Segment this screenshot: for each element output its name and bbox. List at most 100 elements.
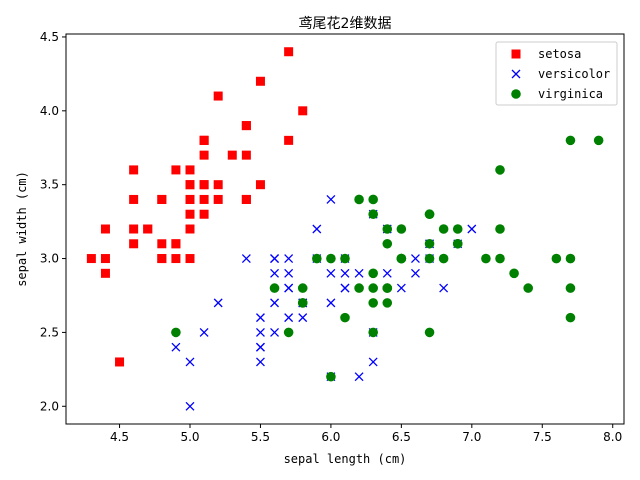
legend-label-virginica: virginica — [538, 87, 603, 101]
data-point-versicolor — [298, 313, 308, 323]
data-point-versicolor — [284, 283, 294, 293]
y-tick-label: 2.5 — [40, 325, 59, 339]
x-axis-label: sepal length (cm) — [284, 452, 407, 466]
data-point-virginica — [424, 209, 435, 220]
data-point-setosa — [227, 150, 237, 160]
y-axis-label: sepal width (cm) — [15, 171, 29, 287]
data-point-virginica — [382, 283, 393, 293]
data-point-setosa — [284, 47, 294, 57]
data-point-setosa — [157, 254, 167, 264]
plot-area — [86, 47, 604, 411]
data-point-versicolor — [326, 194, 336, 204]
data-point-virginica — [438, 253, 449, 264]
data-point-setosa — [241, 121, 251, 131]
data-point-versicolor — [284, 254, 294, 264]
data-point-versicolor — [171, 342, 181, 352]
y-tick-label: 4.5 — [40, 30, 59, 44]
x-tick-label: 6.5 — [392, 430, 411, 444]
data-point-virginica — [438, 224, 449, 234]
legend: setosa versicolor virginica — [495, 41, 618, 106]
data-point-virginica — [368, 283, 378, 293]
data-point-virginica — [452, 238, 463, 249]
data-point-setosa — [199, 180, 209, 190]
data-point-setosa — [171, 239, 181, 249]
data-point-setosa — [100, 254, 110, 264]
data-point-setosa — [199, 150, 209, 160]
data-point-versicolor — [213, 298, 223, 308]
data-point-versicolor — [255, 313, 265, 323]
axes-frame — [65, 33, 625, 425]
data-point-versicolor — [410, 268, 420, 278]
data-point-versicolor — [199, 327, 209, 337]
legend-marker-setosa — [511, 49, 521, 59]
data-point-versicolor — [270, 327, 280, 337]
data-point-virginica — [382, 224, 393, 234]
data-point-virginica — [382, 238, 393, 249]
data-point-setosa — [86, 254, 96, 264]
data-point-versicolor — [270, 298, 280, 308]
data-point-setosa — [100, 268, 110, 278]
data-point-versicolor — [185, 357, 195, 367]
data-point-versicolor — [185, 401, 195, 411]
data-point-virginica — [283, 327, 294, 338]
data-point-versicolor — [255, 342, 265, 352]
data-point-virginica — [354, 194, 364, 205]
data-point-setosa — [129, 194, 139, 204]
data-point-virginica — [565, 283, 576, 293]
data-point-virginica — [312, 253, 322, 264]
data-point-setosa — [171, 165, 181, 175]
data-point-virginica — [297, 283, 308, 293]
data-point-virginica — [495, 253, 505, 264]
data-point-virginica — [326, 371, 336, 382]
data-point-virginica — [424, 253, 435, 264]
x-axis: 4.5 5.0 5.5 6.0 6.5 7.0 7.5 8.0 — [110, 424, 622, 444]
data-point-virginica — [593, 135, 604, 146]
data-point-setosa — [241, 194, 251, 204]
data-point-virginica — [495, 165, 505, 175]
legend-label-versicolor: versicolor — [538, 67, 610, 81]
data-point-setosa — [185, 180, 195, 190]
data-point-versicolor — [255, 327, 265, 337]
y-tick-label: 2.0 — [40, 399, 59, 413]
data-point-versicolor — [284, 268, 294, 278]
data-point-virginica — [565, 312, 576, 323]
data-point-versicolor — [340, 268, 350, 278]
data-point-versicolor — [354, 372, 364, 382]
y-axis: 2.0 2.5 3.0 3.5 4.0 4.5 — [40, 30, 66, 413]
data-point-virginica — [368, 327, 378, 338]
data-point-setosa — [199, 209, 209, 219]
data-point-virginica — [368, 268, 378, 279]
data-point-virginica — [368, 209, 378, 220]
y-tick-label: 3.0 — [40, 252, 59, 266]
data-point-virginica — [269, 283, 280, 293]
data-point-virginica — [523, 283, 533, 293]
data-point-virginica — [340, 253, 350, 264]
data-point-setosa — [115, 357, 125, 367]
data-point-virginica — [396, 253, 407, 264]
data-point-setosa — [157, 194, 167, 204]
legend-marker-virginica — [511, 89, 521, 99]
data-point-versicolor — [255, 357, 265, 367]
data-point-virginica — [297, 298, 308, 308]
x-tick-label: 5.0 — [180, 430, 199, 444]
x-tick-label: 8.0 — [603, 430, 622, 444]
data-point-versicolor — [354, 268, 364, 278]
data-point-virginica — [354, 283, 364, 293]
data-point-virginica — [368, 194, 378, 205]
x-tick-label: 7.5 — [533, 430, 552, 444]
data-point-virginica — [481, 253, 491, 264]
data-point-setosa — [129, 224, 139, 234]
y-tick-label: 4.0 — [40, 104, 59, 118]
data-point-versicolor — [284, 313, 294, 323]
data-point-setosa — [143, 224, 153, 234]
data-point-virginica — [565, 253, 576, 264]
data-point-virginica — [551, 253, 562, 264]
legend-item-setosa: setosa — [511, 47, 581, 61]
x-tick-label: 6.0 — [321, 430, 340, 444]
data-point-versicolor — [270, 268, 280, 278]
data-point-setosa — [129, 165, 139, 175]
data-point-versicolor — [326, 298, 336, 308]
data-point-virginica — [495, 224, 505, 234]
data-point-setosa — [298, 106, 308, 116]
data-point-virginica — [424, 238, 435, 249]
